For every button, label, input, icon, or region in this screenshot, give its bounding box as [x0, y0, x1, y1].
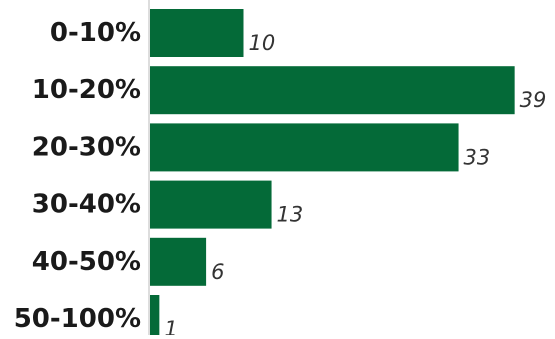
value-label-5: 1: [164, 317, 177, 335]
value-label-4: 6: [211, 260, 224, 284]
category-label-2: 20-30%: [32, 132, 141, 162]
category-label-1: 10-20%: [32, 75, 141, 105]
bar-1: [150, 66, 515, 115]
value-labels: 10 39 33 13 6 1: [164, 31, 547, 339]
value-label-1: 39: [520, 88, 547, 112]
bar-0: [150, 9, 244, 57]
bar-2: [150, 123, 459, 172]
category-label-5: 50-100%: [14, 304, 141, 334]
category-labels: 0-10% 10-20% 20-30% 30-40% 40-50% 50-100%: [14, 18, 141, 334]
bars-layer: [150, 9, 515, 339]
value-label-3: 13: [277, 203, 304, 227]
bar-3: [150, 180, 272, 229]
bar-4: [150, 237, 207, 286]
category-label-3: 30-40%: [32, 190, 141, 220]
category-label-4: 40-50%: [32, 247, 141, 277]
value-label-2: 33: [464, 145, 491, 169]
bar-5: [150, 295, 160, 339]
category-label-0: 0-10%: [50, 18, 141, 48]
value-label-0: 10: [249, 31, 276, 55]
